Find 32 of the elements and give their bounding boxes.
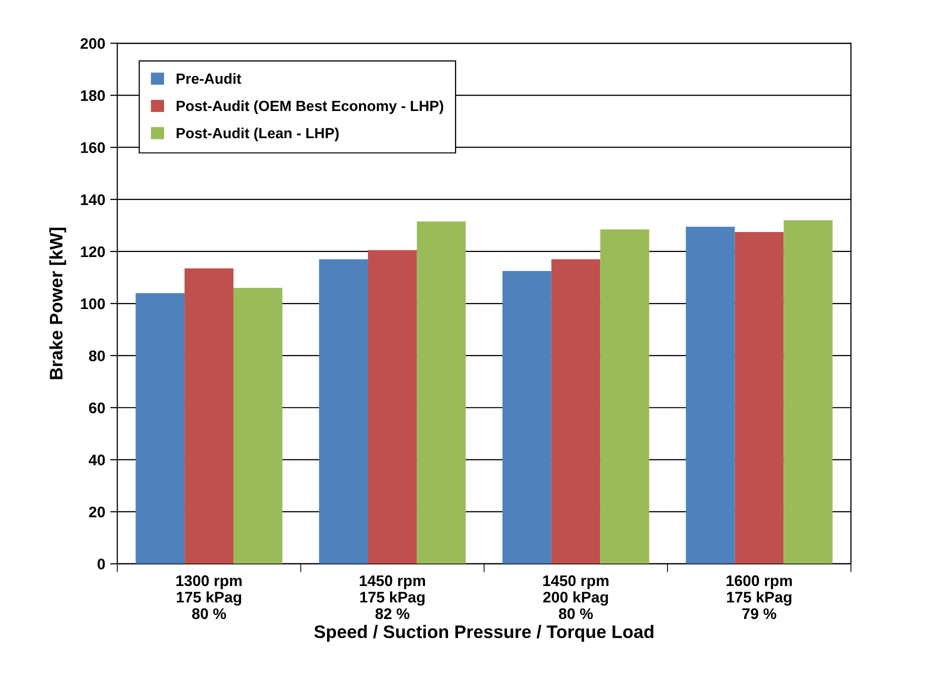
bar	[734, 232, 784, 564]
x-tick-label: 1450 rpm 175 kPag 82 %	[360, 575, 426, 620]
y-tick-label: 200	[80, 38, 105, 49]
legend-label: Post-Audit (Lean - LHP)	[176, 128, 339, 142]
bar	[551, 259, 600, 564]
y-tick-label: 120	[80, 246, 105, 258]
bar	[416, 222, 466, 564]
bar	[319, 259, 368, 564]
x-tick-label: 1450 rpm 200 kPag 80 %	[543, 575, 608, 620]
y-tick-label: 40	[88, 454, 105, 466]
y-tick-label: 160	[80, 142, 105, 154]
bar	[136, 293, 185, 564]
bar	[233, 288, 282, 564]
bar	[502, 270, 552, 564]
y-tick-label: 20	[89, 506, 105, 518]
bar	[368, 250, 417, 564]
y-tick-label: 80	[88, 350, 105, 362]
y-tick-label: 180	[80, 90, 105, 101]
y-tick-label: 0	[98, 558, 105, 570]
y-tick-label: 100	[80, 298, 105, 310]
bar	[184, 268, 234, 564]
legend-label: Pre-Audit	[176, 73, 242, 84]
x-tick-label: 1600 rpm 175 kPag 79 %	[726, 575, 792, 620]
bar	[784, 220, 833, 564]
x-axis-title: Speed / Suction Pressure / Torque Load	[314, 624, 654, 642]
bar	[686, 226, 735, 564]
bar	[600, 229, 650, 564]
legend-label: Post-Audit (OEM Best Economy - LHP)	[176, 100, 444, 114]
y-tick-label: 140	[80, 194, 105, 206]
y-axis-title: Brake Power [kW]	[49, 228, 66, 380]
y-tick-label: 60	[89, 402, 105, 414]
x-tick-label: 1300 rpm 175 kPag 80 %	[176, 575, 242, 620]
